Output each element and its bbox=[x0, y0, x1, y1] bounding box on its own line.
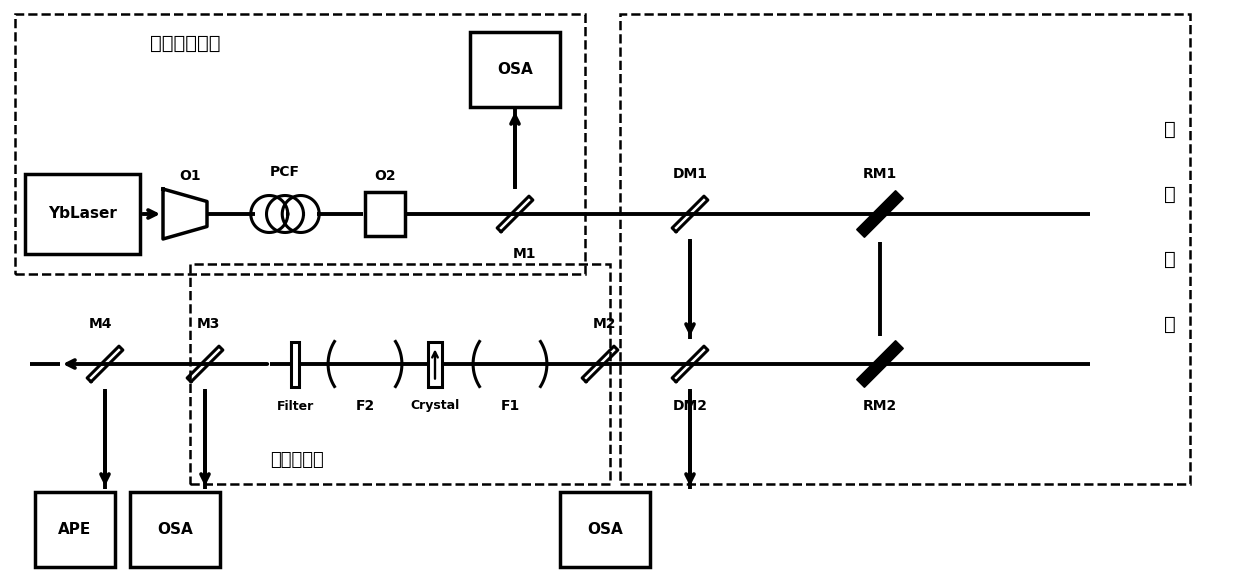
Bar bbox=[470, 31, 560, 107]
Text: 块: 块 bbox=[1164, 314, 1176, 334]
Text: YbLaser: YbLaser bbox=[48, 207, 117, 222]
Text: Filter: Filter bbox=[277, 400, 314, 412]
Text: OSA: OSA bbox=[157, 522, 193, 537]
Text: Crystal: Crystal bbox=[410, 400, 460, 412]
Text: DM1: DM1 bbox=[672, 167, 708, 181]
Text: RM1: RM1 bbox=[863, 167, 897, 181]
Text: M4: M4 bbox=[88, 317, 112, 331]
Bar bbox=[291, 342, 299, 387]
Text: F1: F1 bbox=[501, 399, 520, 413]
Text: O1: O1 bbox=[180, 169, 201, 183]
Text: DM2: DM2 bbox=[672, 399, 708, 413]
Text: 自差频模块: 自差频模块 bbox=[270, 451, 324, 469]
Bar bbox=[428, 342, 441, 387]
Text: RM2: RM2 bbox=[863, 399, 897, 413]
Text: F2: F2 bbox=[356, 399, 374, 413]
Text: APE: APE bbox=[58, 522, 92, 537]
Text: O2: O2 bbox=[374, 169, 396, 183]
Bar bbox=[620, 14, 1190, 484]
Bar bbox=[15, 14, 585, 274]
Text: OSA: OSA bbox=[497, 61, 533, 76]
Text: 超连续谱模块: 超连续谱模块 bbox=[150, 34, 221, 53]
Text: M1: M1 bbox=[513, 247, 537, 261]
Bar bbox=[130, 492, 219, 566]
Text: M2: M2 bbox=[593, 317, 616, 331]
Text: M3: M3 bbox=[196, 317, 219, 331]
Text: 模: 模 bbox=[1164, 250, 1176, 269]
Text: PCF: PCF bbox=[270, 165, 300, 179]
Polygon shape bbox=[857, 340, 903, 387]
Bar bbox=[365, 192, 405, 236]
Bar bbox=[35, 492, 115, 566]
Text: 选: 选 bbox=[1164, 119, 1176, 138]
Polygon shape bbox=[857, 190, 903, 237]
Text: 频: 频 bbox=[1164, 185, 1176, 203]
Bar bbox=[190, 264, 610, 484]
Bar bbox=[560, 492, 650, 566]
Text: OSA: OSA bbox=[587, 522, 622, 537]
Bar bbox=[25, 174, 140, 254]
